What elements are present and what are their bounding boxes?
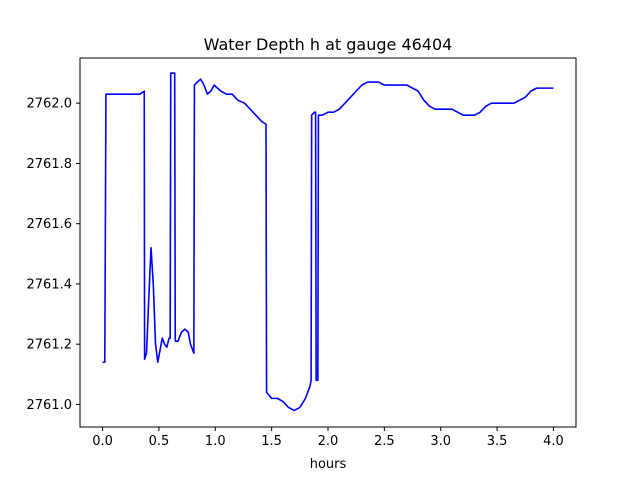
plot-area: 0.0 0.5 1.0 1.5 2.0 2.5 3.0 3.5 4.0 2761.0 2761.2…: [27, 57, 577, 449]
x-axis-label: hours: [310, 457, 347, 472]
y-tick-label: 2761.8: [27, 157, 73, 172]
x-tick-label: 4.0: [543, 434, 564, 449]
x-tick-label: 1.0: [205, 434, 226, 449]
x-tick-label: 1.5: [261, 434, 282, 449]
y-tick-label: 2761.0: [27, 398, 73, 413]
series-line: [102, 72, 554, 412]
chart-title: Water Depth h at gauge 46404: [204, 35, 453, 54]
x-tick-label: 3.0: [430, 434, 451, 449]
y-tick-label: 2761.2: [27, 338, 73, 353]
y-tick-label: 2761.6: [27, 217, 73, 232]
x-axis-ticks: 0.0 0.5 1.0 1.5 2.0 2.5 3.0 3.5 4.0: [92, 427, 564, 449]
x-tick-label: 0.5: [149, 434, 170, 449]
x-tick-label: 3.5: [487, 434, 508, 449]
x-tick-label: 2.5: [374, 434, 395, 449]
x-tick-label: 0.0: [92, 434, 113, 449]
y-tick-label: 2762.0: [27, 97, 73, 112]
y-tick-label: 2761.4: [27, 277, 73, 292]
x-tick-label: 2.0: [318, 434, 339, 449]
y-axis-ticks: 2761.0 2761.2 2761.4 2761.6 2761.8 2762.0: [27, 97, 80, 413]
series-layer: [102, 72, 554, 412]
